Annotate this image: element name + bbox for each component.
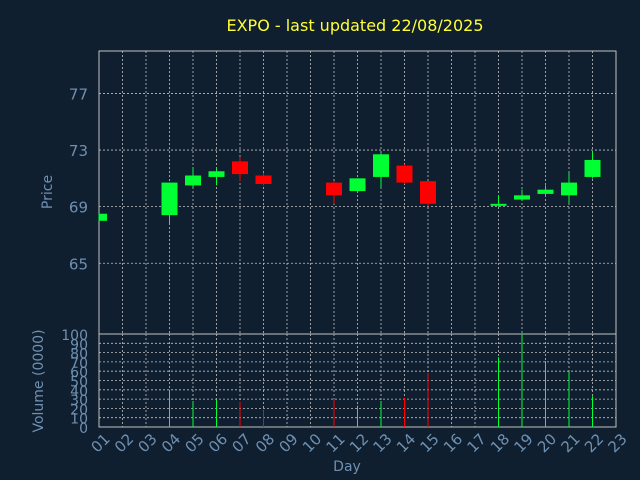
x-tick-label: 11 [323, 430, 349, 456]
x-tick-label: 17 [464, 430, 490, 456]
candle-body [561, 182, 577, 196]
x-tick-label: 02 [111, 430, 137, 456]
price-panel: 65 69 73 77 [69, 50, 617, 335]
candle-body [420, 181, 436, 204]
x-tick-label: 18 [487, 430, 513, 456]
x-tick-label: 15 [417, 430, 443, 456]
chart-title: EXPO - last updated 22/08/2025 [226, 16, 483, 35]
candle-body [326, 182, 342, 196]
x-tick-label: 09 [276, 430, 302, 456]
x-tick-label: 14 [393, 430, 419, 456]
x-tick-label: 19 [511, 430, 537, 456]
candle-body [490, 203, 507, 206]
volume-tick-label: 50 [70, 375, 88, 391]
candle-body [514, 195, 530, 200]
price-tick-label: 77 [69, 85, 88, 103]
volume-tick-label: 90 [70, 337, 88, 353]
x-tick-label: 06 [205, 430, 231, 456]
candle-body [349, 178, 366, 192]
candle-body [396, 165, 413, 183]
volume-tick-label: 0 [79, 421, 88, 437]
volume-tick-label: 100 [61, 328, 88, 344]
x-tick-label: 10 [299, 430, 325, 456]
candle-body [208, 171, 225, 177]
x-tick-label: 13 [370, 430, 396, 456]
volume-panel: 0102030405060708091011121314151617181920… [61, 328, 630, 456]
candle-body [255, 175, 272, 185]
x-axis-label: Day [333, 459, 361, 475]
price-axis-label: Price [40, 175, 56, 209]
volume-axis-label: Volume (0000) [31, 329, 47, 432]
candle-body [373, 154, 389, 177]
x-tick-label: 04 [158, 430, 184, 456]
volume-tick-label: 30 [70, 393, 88, 409]
x-tick-label: 05 [182, 430, 208, 456]
x-tick-label: 21 [558, 430, 584, 456]
volume-tick-label: 20 [70, 402, 88, 418]
x-tick-label: 20 [534, 430, 560, 456]
x-tick-label: 12 [346, 430, 372, 456]
candle-body [161, 182, 178, 216]
candle-body [537, 189, 554, 194]
price-tick-label: 65 [69, 255, 88, 273]
candle-body [232, 161, 248, 175]
x-tick-label: 01 [88, 430, 114, 456]
candle-body [584, 159, 601, 177]
x-tick-label: 23 [605, 430, 631, 456]
volume-tick-label: 80 [70, 347, 88, 363]
volume-tick-label: 70 [70, 356, 88, 372]
x-tick-label: 03 [135, 430, 161, 456]
x-tick-label: 16 [440, 430, 466, 456]
volume-tick-label: 40 [70, 384, 88, 400]
price-tick-label: 73 [69, 142, 88, 160]
x-tick-label: 07 [229, 430, 255, 456]
volume-tick-label: 10 [70, 412, 88, 428]
candle-body [185, 175, 201, 186]
price-tick-label: 69 [69, 199, 88, 217]
volume-tick-label: 60 [70, 365, 88, 381]
candle-body [99, 213, 107, 221]
x-tick-label: 08 [252, 430, 278, 456]
x-tick-label: 22 [581, 430, 607, 456]
